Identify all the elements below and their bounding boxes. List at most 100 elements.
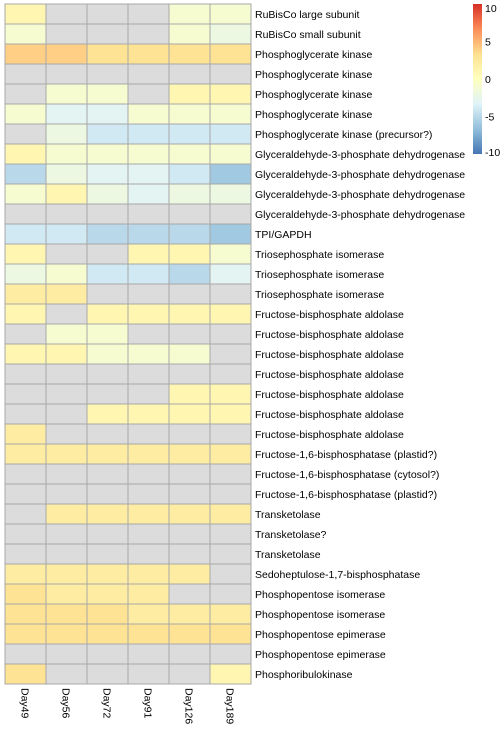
heatmap-cell [168,563,211,585]
heatmap-cell [4,43,47,65]
heatmap-cell [168,23,211,45]
heatmap-cell [45,563,88,585]
heatmap-cell [4,123,47,145]
heatmap-cell [209,383,252,405]
heatmap-cell [209,263,252,285]
heatmap-cell [86,43,129,65]
heatmap-cell [45,203,88,225]
heatmap-cell [209,503,252,525]
heatmap-cell [86,263,129,285]
heatmap-cell [127,143,170,165]
row-label: Fructose-bisphosphate aldolase [255,369,404,381]
column-labels: Day49 Day56 Day72 Day91 Day126 Day189 [19,688,236,724]
heatmap-cell [168,123,211,145]
column-label: Day56 [60,688,72,719]
heatmap-cell [86,503,129,525]
heatmap-cell [45,103,88,125]
heatmap-cell [127,383,170,405]
heatmap-cell [168,263,211,285]
heatmap-cell [127,223,170,245]
heatmap-cell [86,323,129,345]
heatmap-cell [86,63,129,85]
heatmap-cell [209,223,252,245]
heatmap-cell [4,383,47,405]
heatmap-cell [45,583,88,605]
heatmap-cell [209,603,252,625]
heatmap-cell [127,463,170,485]
heatmap-cell [4,403,47,425]
heatmap-cell [168,103,211,125]
heatmap-cell [4,543,47,565]
heatmap-cell [168,643,211,665]
heatmap-cell [4,3,47,25]
heatmap-cell [4,303,47,325]
heatmap-cell [168,163,211,185]
heatmap-cell [4,483,47,505]
heatmap-cell [4,643,47,665]
heatmap-cell [45,123,88,145]
heatmap-cell [45,223,88,245]
heatmap-cell [209,583,252,605]
heatmap-cell [45,423,88,445]
heatmap-cell [4,163,47,185]
heatmap-cell [127,243,170,265]
heatmap-cell [86,383,129,405]
heatmap-cell [209,143,252,165]
row-label: Fructose-1,6-bisphosphatase (plastid?) [255,489,437,501]
heatmap-cell [4,463,47,485]
heatmap-cell [127,283,170,305]
heatmap-cell [4,283,47,305]
heatmap-cell [127,603,170,625]
heatmap-cell [209,563,252,585]
heatmap-cell [45,183,88,205]
row-label: Fructose-bisphosphate aldolase [255,349,404,361]
heatmap-cell [209,303,252,325]
heatmap-cell [4,363,47,385]
row-label: Glyceraldehyde-3-phosphate dehydrogenase [255,209,465,221]
heatmap-cell [209,163,252,185]
heatmap-cell [209,183,252,205]
heatmap-cell [86,663,129,685]
heatmap-cell [86,203,129,225]
row-label: Phosphoglycerate kinase [255,109,372,121]
heatmap-cell [168,543,211,565]
row-labels: RuBisCo large subunit RuBisCo small subun… [255,9,465,681]
heatmap-cell [86,603,129,625]
heatmap-cell [45,483,88,505]
heatmap-cell [45,243,88,265]
row-label: Phosphoglycerate kinase [255,69,372,81]
heatmap-cell [45,603,88,625]
row-label: Glyceraldehyde-3-phosphate dehydrogenase [255,189,465,201]
heatmap-cell [127,123,170,145]
heatmap-cell [127,623,170,645]
heatmap-cell [86,163,129,185]
heatmap-cell [168,663,211,685]
legend-tick-label: 10 [485,3,497,15]
heatmap-cell [45,303,88,325]
heatmap-cell [168,83,211,105]
heatmap-cell [168,523,211,545]
row-label: Transketolase? [255,529,327,541]
heatmap-cell [86,623,129,645]
heatmap-cell [127,443,170,465]
heatmap-cell [209,643,252,665]
heatmap-cell [209,663,252,685]
row-label: Phosphoribulokinase [255,669,353,681]
heatmap-cell [86,423,129,445]
color-legend: 10 5 0 -5 -10 [473,3,500,159]
heatmap-cell [86,143,129,165]
heatmap-cell [86,23,129,45]
row-label: Fructose-bisphosphate aldolase [255,389,404,401]
heatmap-cell [127,583,170,605]
heatmap-cell [45,463,88,485]
heatmap-cell [127,523,170,545]
heatmap-cell [168,303,211,325]
heatmap-cell [168,423,211,445]
heatmap-cell [209,623,252,645]
heatmap-cell [168,623,211,645]
heatmap-cell [45,3,88,25]
row-label: Triosephosphate isomerase [255,289,384,301]
row-label: Phosphoglycerate kinase (precursor?) [255,129,432,141]
heatmap-cell [45,643,88,665]
